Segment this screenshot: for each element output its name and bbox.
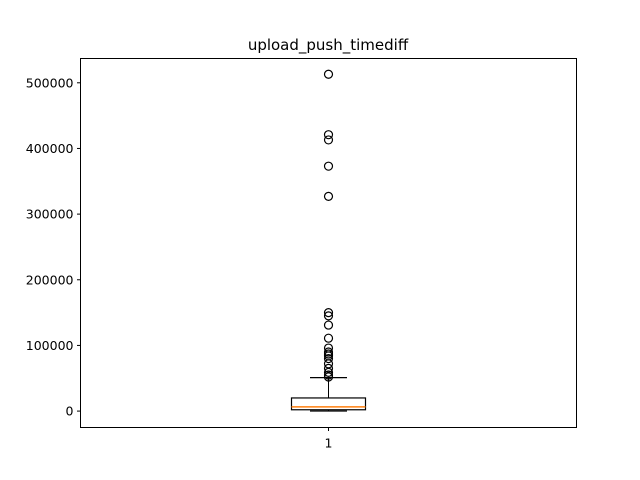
x-tick-label: 1 bbox=[325, 436, 333, 451]
outlier-point bbox=[323, 353, 334, 364]
outlier-point bbox=[323, 307, 334, 318]
outlier-point bbox=[323, 320, 334, 330]
outlier-point bbox=[323, 333, 334, 343]
axis-ticks: 0 100000 200000 300000 400000 500000 1 bbox=[26, 75, 333, 450]
outlier-point bbox=[323, 161, 334, 171]
plot-frame bbox=[80, 58, 577, 428]
chart-title: upload_push_timediff bbox=[248, 36, 409, 55]
outlier-point bbox=[323, 130, 334, 140]
y-tick-label: 500000 bbox=[26, 75, 74, 90]
outlier-point bbox=[323, 69, 334, 79]
outlier-point bbox=[323, 191, 334, 201]
y-tick-label: 400000 bbox=[26, 141, 74, 156]
outlier-point bbox=[323, 372, 334, 382]
iqr-box bbox=[290, 397, 367, 411]
outlier-point bbox=[323, 311, 334, 321]
y-tick-label: 200000 bbox=[26, 272, 74, 287]
outlier-point bbox=[323, 135, 334, 145]
y-tick-label: 300000 bbox=[26, 207, 74, 222]
plot-data bbox=[290, 69, 367, 412]
y-tick-label: 100000 bbox=[26, 338, 74, 353]
y-tick-label: 0 bbox=[66, 404, 74, 419]
outlier-point bbox=[323, 367, 334, 377]
